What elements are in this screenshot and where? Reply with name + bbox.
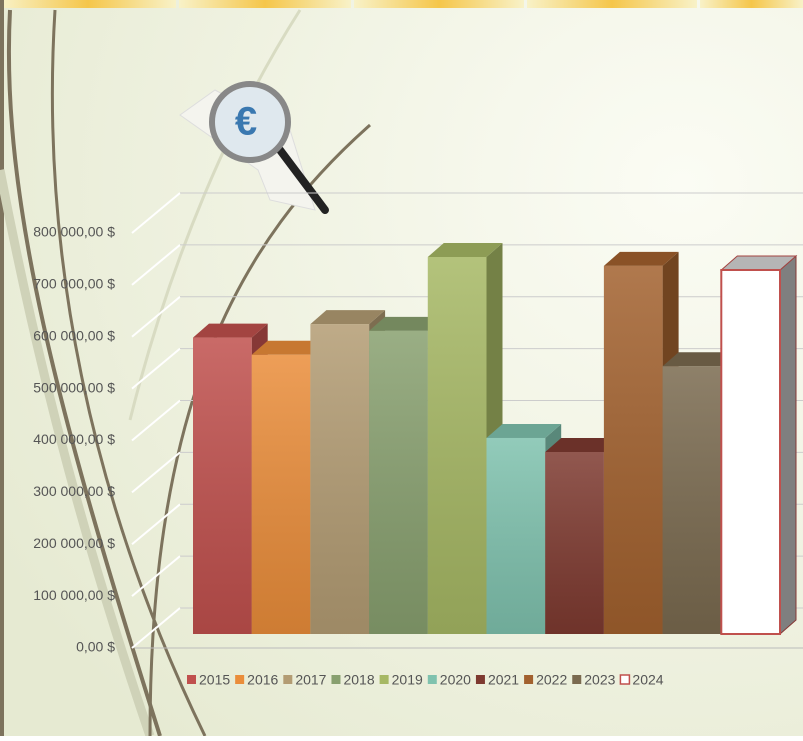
magnifier-icon: € [179, 81, 329, 214]
bar-top [662, 352, 738, 367]
legend-swatch [283, 675, 293, 684]
y-tick-label: 0,00 $ [76, 639, 115, 655]
grid-line [131, 399, 181, 442]
legend-label: 2015 [199, 672, 230, 688]
legend-swatch [619, 674, 631, 685]
legend-swatch [187, 675, 196, 684]
top-strip [0, 0, 803, 8]
legend-label: 2022 [536, 672, 567, 688]
legend-label: 2018 [343, 672, 374, 688]
bar-shade [603, 265, 663, 634]
bar-top [427, 243, 503, 257]
legend-swatch [331, 675, 341, 684]
bar-shade [427, 257, 487, 634]
y-tick-label: 400 000,00 $ [33, 431, 115, 447]
bar-top [369, 316, 444, 331]
y-tick-label: 300 000,00 $ [33, 483, 115, 499]
bar-front [720, 269, 781, 635]
bar-shade [310, 324, 370, 634]
grid-line [131, 555, 181, 597]
grid-line [131, 295, 181, 338]
bar-shade [662, 366, 722, 634]
grid-line [131, 192, 181, 234]
legend-swatch [427, 675, 437, 684]
legend-label: 2017 [295, 672, 326, 688]
legend-swatch [379, 675, 389, 684]
left-bar [0, 0, 4, 736]
bar-shade [369, 330, 428, 634]
y-tick-label: 800 000,00 $ [33, 224, 115, 240]
bar [662, 352, 738, 634]
legend-swatch [475, 675, 485, 684]
bar-side [779, 254, 797, 636]
plot: 0,00 $ 100 000,00 $ 200 000,00 $ 300 000,00… [33, 192, 803, 688]
bar-shade [251, 354, 311, 634]
bar-shade [193, 337, 252, 634]
y-tick-label: 200 000,00 $ [33, 535, 115, 551]
grid-line [131, 451, 181, 494]
y-tick-label: 500 000,00 $ [33, 379, 115, 395]
legend-label: 2019 [392, 672, 423, 688]
grid-line [131, 503, 181, 546]
legend-label: 2024 [632, 672, 663, 688]
legend-label: 2023 [584, 672, 615, 688]
y-tick-label: 100 000,00 $ [33, 587, 115, 603]
bar [310, 310, 386, 634]
grid-line [131, 607, 181, 649]
y-tick-label: 600 000,00 $ [33, 327, 115, 343]
y-tick-label: 700 000,00 $ [33, 276, 115, 292]
legend-swatch [572, 675, 582, 684]
bar-top [486, 423, 562, 438]
svg-text:€: € [235, 100, 257, 144]
bar-shade [545, 452, 604, 634]
bar-top [310, 310, 386, 325]
bar-top [251, 340, 327, 355]
legend-swatch [524, 675, 534, 684]
legend-swatch [235, 675, 245, 684]
bar-top [603, 251, 679, 266]
bar [427, 243, 503, 634]
bar-top [193, 323, 268, 338]
bar-top [545, 438, 620, 452]
bar-shade [486, 437, 546, 634]
grid-line [131, 347, 181, 390]
grid-line [131, 244, 181, 286]
bar [719, 254, 798, 636]
legend-label: 2016 [247, 672, 278, 688]
legend-label: 2020 [440, 672, 471, 688]
legend-label: 2021 [488, 672, 519, 688]
